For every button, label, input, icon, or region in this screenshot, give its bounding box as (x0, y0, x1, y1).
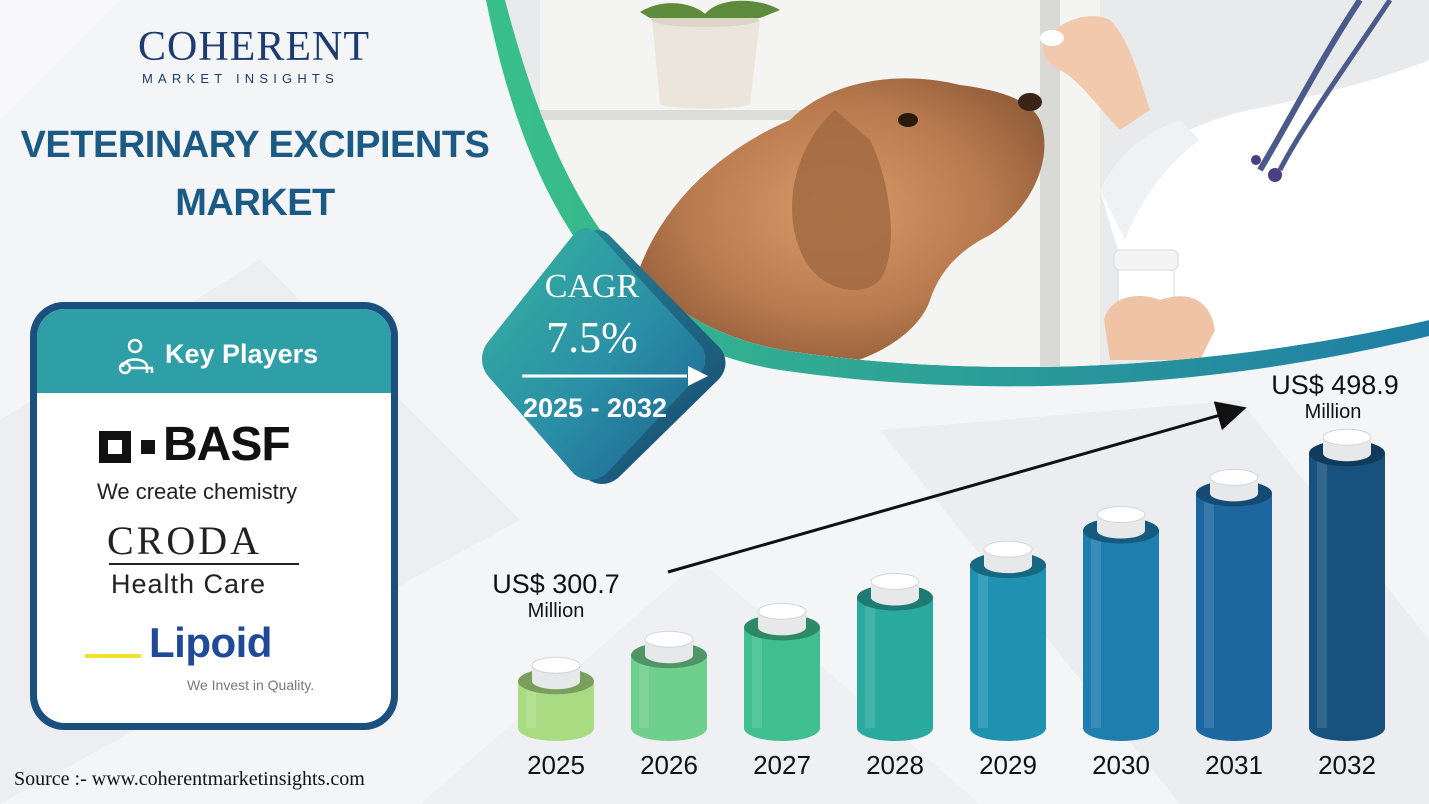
bar-2025 (518, 656, 594, 741)
croda-subtitle: Health Care (111, 569, 267, 599)
key-players-heading: Key Players (165, 339, 319, 369)
bar-2028 (857, 572, 933, 741)
basf-dot-icon (141, 440, 155, 454)
x-tick-2030: 2030 (1092, 750, 1150, 780)
end-unit-label: Million (1305, 401, 1362, 423)
basf-tagline: We create chemistry (97, 479, 298, 504)
x-tick-2028: 2028 (866, 750, 924, 780)
key-players-panel: Key Players BASF We create chemistry CRO… (37, 309, 391, 723)
croda-divider (109, 563, 299, 565)
key-players-header: Key Players (37, 309, 391, 393)
x-tick-2027: 2027 (753, 750, 811, 780)
croda-name: CRODA (107, 518, 263, 563)
cagr-value: 7.5% (546, 313, 638, 362)
start-unit-label: Million (528, 600, 585, 622)
end-value-label: US$ 498.9 (1271, 370, 1399, 400)
page-title: VETERINARY EXCIPIENTS MARKET (10, 116, 500, 232)
chart-x-ticks: 2025 2026 2027 2028 2029 2030 2031 2032 (527, 750, 1376, 780)
cagr-label: CAGR (544, 268, 640, 305)
brand-logo: COHERENT MARKET INSIGHTS (138, 26, 388, 86)
lipoid-name: Lipoid (149, 619, 272, 666)
trend-arrow (667, 401, 1247, 574)
brand-name: COHERENT (138, 24, 370, 70)
x-tick-2031: 2031 (1205, 750, 1263, 780)
page-title-line2: MARKET (175, 182, 335, 224)
chart-bars (518, 428, 1385, 741)
bar-2027 (744, 602, 820, 741)
basf-square-icon (99, 431, 131, 463)
start-value-label: US$ 300.7 (492, 569, 620, 599)
x-tick-2026: 2026 (640, 750, 698, 780)
page-title-line1: VETERINARY EXCIPIENTS (20, 124, 490, 166)
key-players-card: Key Players BASF We create chemistry CRO… (30, 302, 398, 730)
bar-2026 (631, 630, 707, 741)
x-tick-2032: 2032 (1318, 750, 1376, 780)
x-tick-2029: 2029 (979, 750, 1037, 780)
key-players-icon (118, 338, 154, 375)
bar-2029 (970, 540, 1046, 741)
x-tick-2025: 2025 (527, 750, 585, 780)
bar-2030 (1083, 506, 1159, 741)
lipoid-tagline: We Invest in Quality. (187, 677, 315, 693)
basf-name: BASF (163, 418, 291, 471)
brand-tagline: MARKET INSIGHTS (142, 71, 339, 86)
source-note: Source :- www.coherentmarketinsights.com (14, 768, 365, 790)
lipoid-bar-icon (85, 654, 141, 658)
cagr-diamond (482, 228, 726, 484)
bar-2032 (1309, 428, 1385, 741)
cagr-period: 2025 - 2032 (522, 393, 668, 423)
cagr-badge: CAGR 7.5% 2025 - 2032 (482, 228, 732, 486)
bar-2031 (1196, 468, 1272, 741)
